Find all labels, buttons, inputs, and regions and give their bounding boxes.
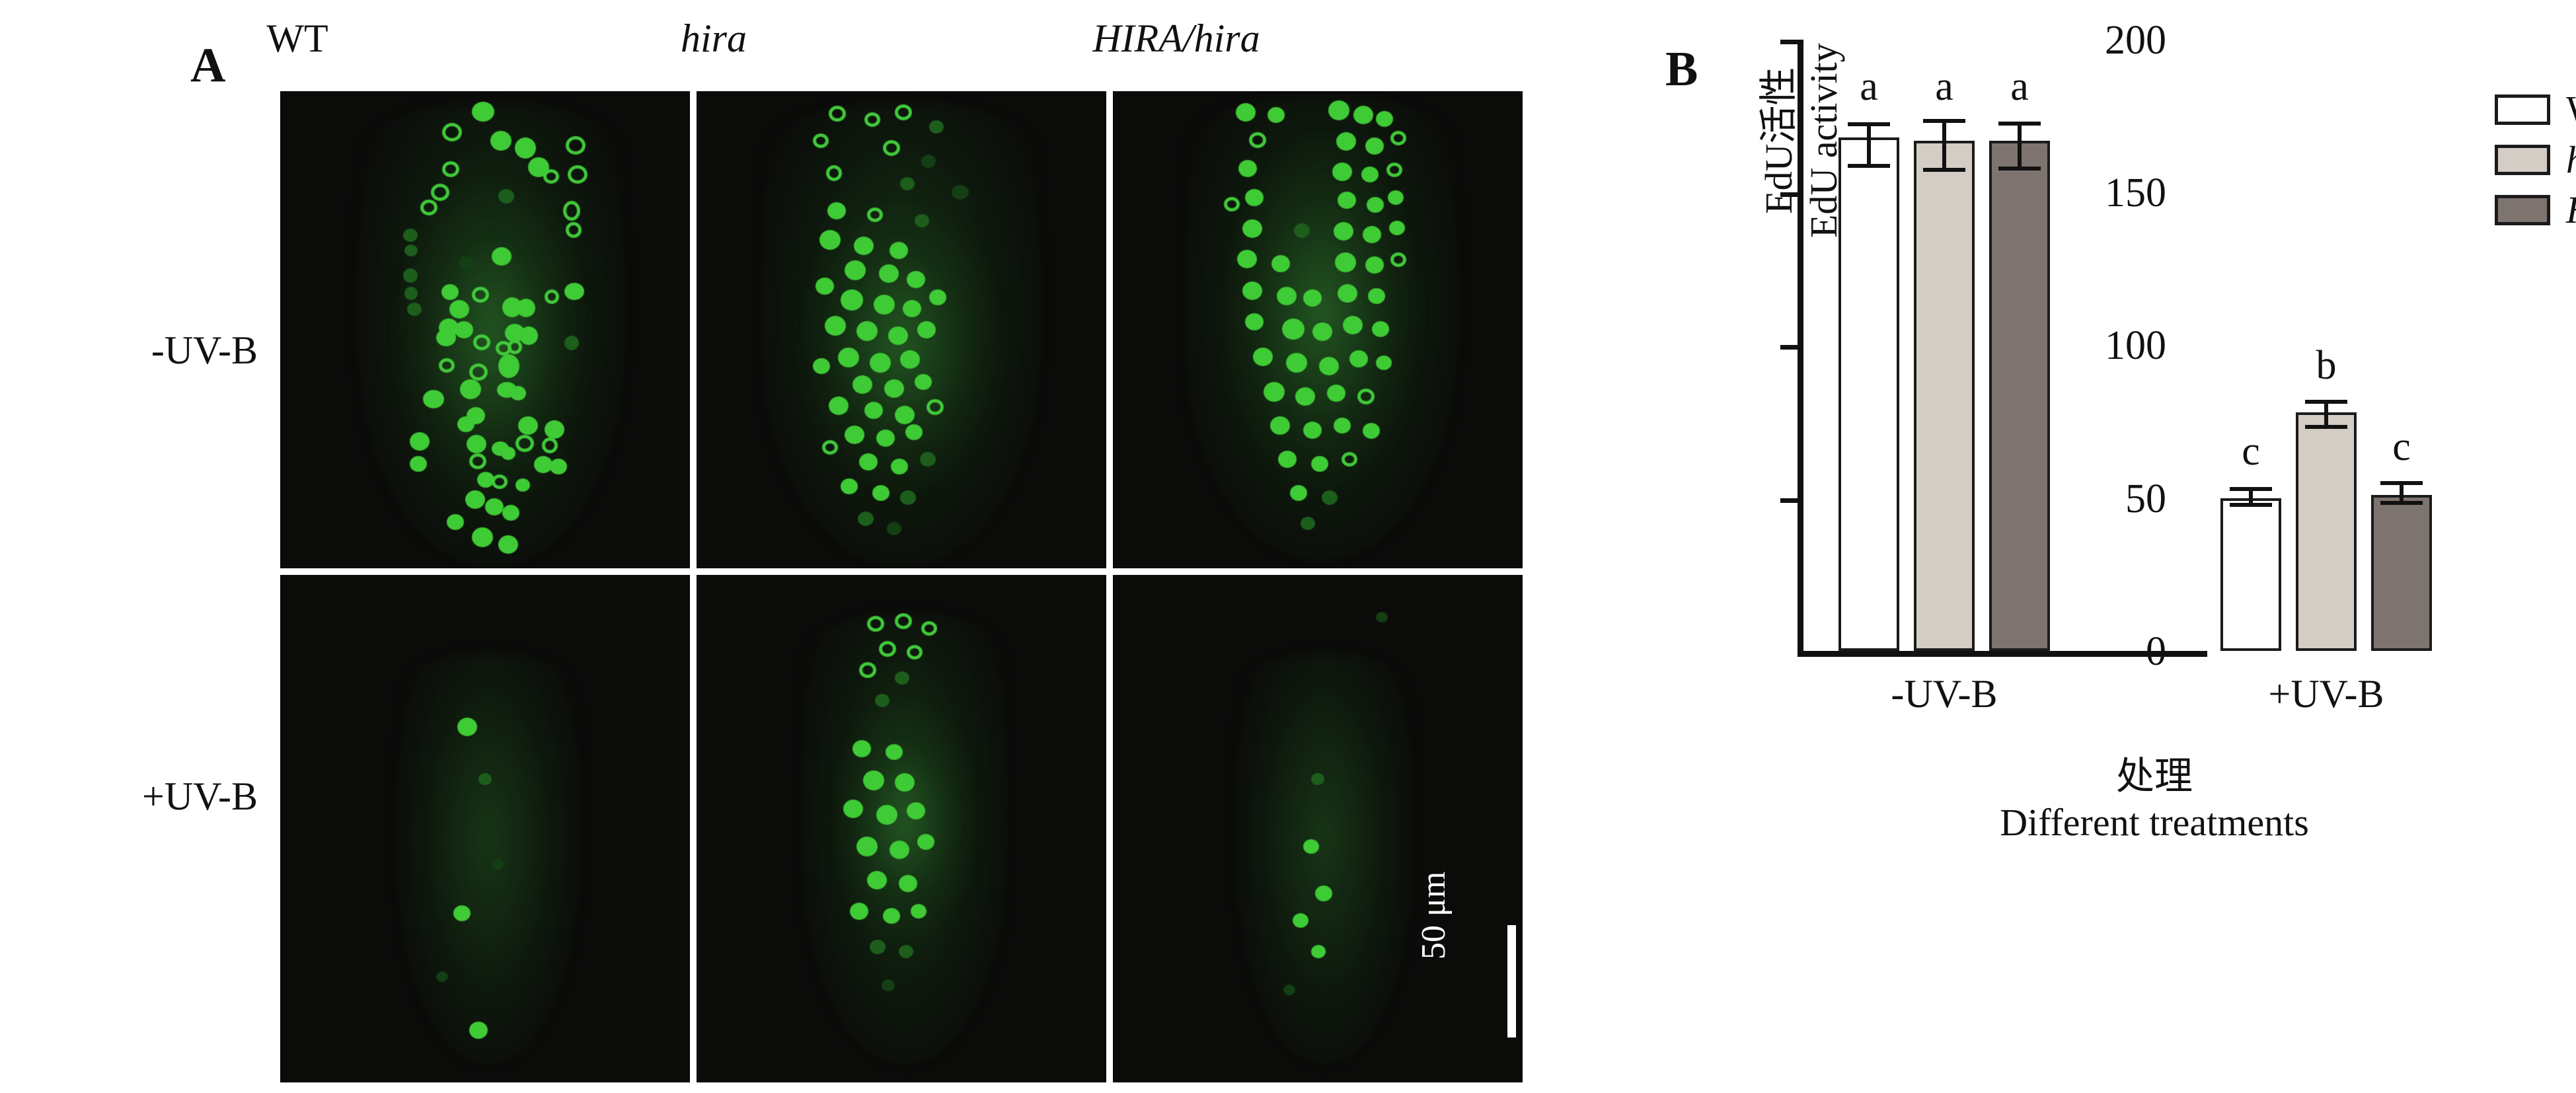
y-tick-200	[1780, 40, 1798, 44]
sig-letter-plus-uvb-wt: c	[2242, 429, 2260, 474]
x-axis-title-en: Different treatments	[2000, 800, 2309, 844]
legend-swatch-hira-hira	[2495, 195, 2550, 225]
y-tick-100	[1780, 345, 1798, 350]
micrograph-hira-plus-uvb	[697, 575, 1106, 1082]
column-header-hira: hira	[680, 17, 747, 60]
y-tick-label-100: 100	[2105, 323, 2166, 368]
errorbar-cap-top-plus-uvb-hira-hira	[2380, 481, 2423, 485]
bar-plus-uvb-hira[interactable]	[2296, 412, 2357, 651]
legend-label-wt: WT	[2566, 91, 2576, 129]
errorbar-plus-uvb-hira	[2324, 400, 2328, 429]
legend-item-wt[interactable]: WT	[2495, 89, 2576, 130]
x-axis-line	[1798, 651, 2207, 657]
y-tick-label-50: 50	[2125, 476, 2166, 521]
y-tick-label-0: 0	[2146, 629, 2166, 674]
panel-a-letter: A	[190, 38, 226, 93]
sig-letter-plus-uvb-hira: b	[2316, 343, 2337, 388]
errorbar-cap-bottom-minus-uvb-hira-hira	[1998, 167, 2041, 170]
errorbar-minus-uvb-wt	[1867, 122, 1871, 168]
bar-plus-uvb-wt[interactable]	[2220, 498, 2281, 651]
y-axis-title: EdU活性 EdU activity	[1757, 43, 1847, 238]
y-axis-title-cn: EdU活性	[1757, 67, 1800, 214]
bar-minus-uvb-hira[interactable]	[1914, 141, 1975, 651]
x-group-label-minus-uvb: -UV-B	[1891, 672, 1998, 716]
errorbar-cap-top-plus-uvb-wt	[2230, 487, 2272, 491]
micrograph-hira-minus-uvb	[697, 91, 1106, 568]
x-group-label-plus-uvb: +UV-B	[2268, 672, 2384, 716]
legend-swatch-hira	[2495, 145, 2550, 175]
x-axis-title: 处理 Different treatments	[1798, 753, 2511, 845]
errorbar-cap-bottom-plus-uvb-hira	[2305, 425, 2347, 429]
sig-letter-minus-uvb-hira: a	[1935, 64, 1953, 109]
panel-a: A WT hira HIRA/hira -UV-B +UV-B	[142, 17, 1523, 1082]
y-tick-50	[1780, 498, 1798, 503]
errorbar-cap-top-minus-uvb-wt	[1848, 122, 1890, 126]
bar-plus-uvb-hira-hira[interactable]	[2371, 495, 2432, 651]
panel-b: B 200 150 100 50 0 a a a	[1599, 0, 2576, 1093]
y-axis-title-en: EdU activity	[1802, 43, 1846, 238]
y-axis-line	[1798, 40, 1803, 651]
errorbar-cap-top-minus-uvb-hira	[1923, 119, 1965, 123]
micrograph-wt-minus-uvb	[280, 91, 690, 568]
errorbar-cap-bottom-plus-uvb-wt	[2230, 503, 2272, 507]
errorbar-cap-top-minus-uvb-hira-hira	[1998, 122, 2041, 126]
errorbar-cap-top-plus-uvb-hira	[2305, 400, 2347, 404]
y-tick-150	[1780, 192, 1798, 197]
legend-item-hira[interactable]: hira	[2495, 139, 2576, 180]
sig-letter-plus-uvb-hira-hira: c	[2392, 424, 2411, 469]
errorbar-minus-uvb-hira	[1942, 119, 1946, 172]
sig-letter-minus-uvb-wt: a	[1860, 64, 1878, 109]
micrograph-wt-plus-uvb	[280, 575, 690, 1082]
bar-minus-uvb-wt[interactable]	[1838, 137, 1899, 651]
scale-bar-line	[1507, 925, 1516, 1037]
scale-bar-label: 50 μm	[1415, 871, 1453, 960]
errorbar-cap-bottom-plus-uvb-hira-hira	[2380, 501, 2423, 505]
sig-letter-minus-uvb-hira-hira: a	[2010, 64, 2029, 109]
y-tick-label-200: 200	[2105, 18, 2166, 63]
chart-legend: WT hira HIRA/hira	[2495, 89, 2576, 240]
errorbar-plus-uvb-hira-hira	[2400, 481, 2404, 505]
errorbar-cap-bottom-minus-uvb-hira	[1923, 168, 1965, 172]
errorbar-minus-uvb-hira-hira	[2018, 122, 2022, 170]
errorbar-plus-uvb-wt	[2249, 487, 2253, 507]
errorbar-cap-bottom-minus-uvb-wt	[1848, 164, 1890, 168]
micrograph-hira-hira-minus-uvb	[1113, 91, 1523, 568]
legend-item-hira-hira[interactable]: HIRA/hira	[2495, 190, 2576, 231]
x-axis-title-cn: 处理	[2115, 755, 2193, 798]
legend-label-hira-hira: HIRA/hira	[2566, 191, 2576, 229]
panel-b-letter: B	[1665, 42, 1698, 96]
bar-chart-plot: 200 150 100 50 0 a a a c	[1757, 20, 2576, 844]
legend-swatch-wt	[2495, 94, 2550, 125]
scale-bar: 50 μm	[1390, 872, 1516, 1057]
row-label-minus-uvb: -UV-B	[151, 328, 258, 372]
column-header-wt: WT	[266, 17, 328, 60]
micrograph-hira-hira-plus-uvb: 50 μm	[1113, 575, 1523, 1082]
bar-minus-uvb-hira-hira[interactable]	[1989, 141, 2050, 651]
legend-label-hira: hira	[2566, 141, 2576, 179]
y-tick-label-150: 150	[2105, 170, 2166, 215]
column-header-hira-hira: HIRA/hira	[1092, 17, 1260, 60]
row-label-plus-uvb: +UV-B	[142, 774, 258, 818]
